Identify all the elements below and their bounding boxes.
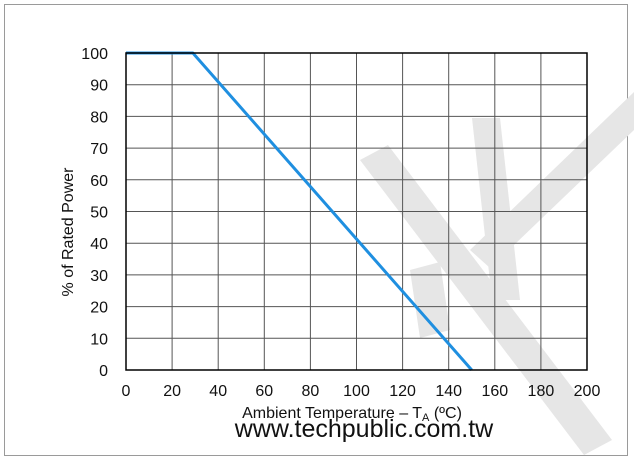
y-tick-label: 40 bbox=[90, 236, 108, 253]
x-axis-title-main: Ambient Temperature – T bbox=[242, 405, 422, 422]
x-tick-label: 60 bbox=[255, 383, 273, 400]
y-tick-label: 70 bbox=[90, 141, 108, 158]
plot-border bbox=[125, 52, 588, 371]
x-tick-label: 20 bbox=[163, 383, 181, 400]
x-tick-label: 40 bbox=[209, 383, 227, 400]
y-tick-labels: 0 10 20 30 40 50 60 70 80 90 100 bbox=[81, 46, 108, 380]
watermark-stroke bbox=[410, 262, 450, 338]
x-tick-label: 200 bbox=[574, 383, 601, 400]
x-tick-label: 100 bbox=[343, 383, 370, 400]
watermark-logo bbox=[360, 92, 634, 455]
y-axis-title: % of Rated Power bbox=[60, 167, 77, 297]
x-axis-title-subscript: A bbox=[422, 412, 430, 424]
x-axis-title: Ambient Temperature – TA (ºC) bbox=[242, 405, 462, 424]
x-tick-label: 180 bbox=[528, 383, 555, 400]
x-tick-label: 80 bbox=[302, 383, 320, 400]
x-tick-labels: 0 20 40 60 80 100 120 140 160 180 200 bbox=[122, 383, 601, 400]
y-tick-label: 10 bbox=[90, 331, 108, 348]
x-tick-label: 120 bbox=[389, 383, 416, 400]
x-tick-label: 140 bbox=[435, 383, 462, 400]
y-tick-label: 30 bbox=[90, 268, 108, 285]
y-tick-label: 60 bbox=[90, 173, 108, 190]
grid-lines bbox=[126, 53, 587, 370]
y-tick-label: 0 bbox=[99, 363, 108, 380]
y-tick-label: 20 bbox=[90, 300, 108, 317]
y-tick-label: 80 bbox=[90, 109, 108, 126]
y-tick-label: 50 bbox=[90, 205, 108, 222]
y-tick-label: 90 bbox=[90, 78, 108, 95]
watermark-stroke bbox=[360, 145, 612, 455]
x-axis-title-unit: (ºC) bbox=[429, 405, 462, 422]
plot-area-border bbox=[125, 52, 588, 371]
y-tick-label: 100 bbox=[81, 46, 108, 63]
x-tick-label: 0 bbox=[122, 383, 131, 400]
watermark-text: www.techpublic.com.tw bbox=[234, 415, 494, 443]
x-tick-label: 160 bbox=[481, 383, 508, 400]
watermark-stroke bbox=[472, 118, 520, 300]
